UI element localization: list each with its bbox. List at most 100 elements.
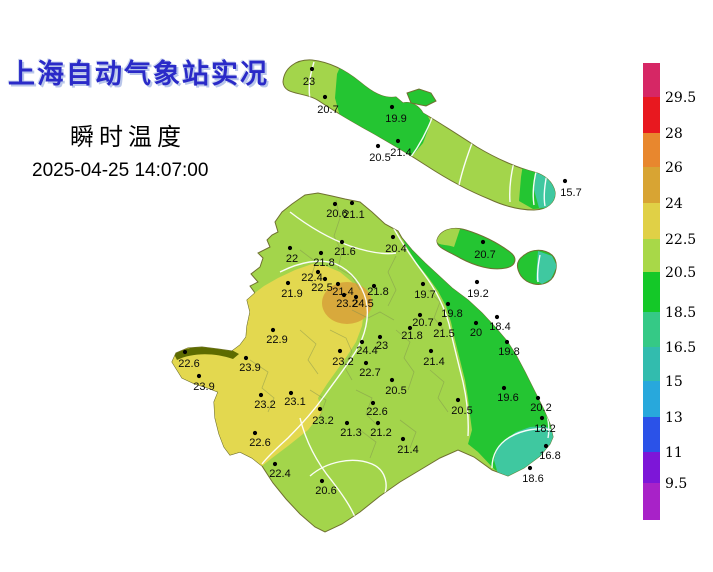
station-temperature-label: 23.1 [284, 396, 305, 408]
station-temperature-label: 22.6 [366, 406, 387, 418]
station-dot [473, 320, 479, 326]
station-temperature-label: 24.5 [352, 298, 373, 310]
station-dot [543, 443, 549, 449]
legend-tick-label: 26 [665, 160, 683, 176]
station-dot [315, 269, 321, 275]
station-temperature-label: 24.4 [356, 345, 377, 357]
station-temperature-label: 21.6 [334, 246, 355, 258]
station-dot [420, 281, 426, 287]
legend-tick-label: 15 [665, 374, 683, 390]
station-temperature-label: 20.7 [474, 249, 495, 261]
station-dot [243, 355, 249, 361]
station-temperature-label: 21.8 [367, 286, 388, 298]
legend-color-segment [643, 312, 660, 347]
station-temperature-label: 23.2 [332, 356, 353, 368]
station-temperature-label: 22.7 [359, 367, 380, 379]
legend-color-segment [643, 483, 660, 520]
station-dot [445, 301, 451, 307]
station-dot [287, 245, 293, 251]
station-temperature-label: 21.8 [401, 330, 422, 342]
legend-tick-label: 24 [665, 196, 683, 212]
legend-tick-label: 29.5 [665, 90, 696, 106]
station-dot [527, 465, 533, 471]
station-temperature-label: 22 [286, 253, 298, 265]
legend-tick-label: 28 [665, 126, 683, 142]
station-dot [480, 239, 486, 245]
station-dot [341, 292, 347, 298]
station-temperature-label: 22.9 [266, 334, 287, 346]
station-temperature-label: 21.1 [343, 209, 364, 221]
islet [406, 88, 437, 107]
station-temperature-label: 22.4 [301, 272, 322, 284]
station-temperature-label: 20.5 [385, 385, 406, 397]
station-temperature-label: 23 [376, 340, 388, 352]
legend-color-segment [643, 417, 660, 452]
temperature-color-scale: 29.5 28 26 24 22.5 20.5 18.5 16.5 15 13 11 9.5 [643, 63, 696, 520]
station-temperature-label: 21.2 [370, 427, 391, 439]
station-temperature-label: 20.7 [412, 317, 433, 329]
station-temperature-label: 21.4 [332, 286, 353, 298]
page-title: 上海自动气象站实况 [8, 59, 269, 89]
station-dot [535, 395, 541, 401]
station-dot [196, 373, 202, 379]
station-dot [353, 294, 359, 300]
station-temperature-label: 19.2 [467, 288, 488, 300]
station-dot [322, 276, 328, 282]
district-boundaries [249, 199, 449, 459]
station-temperature-label: 21.9 [281, 288, 302, 300]
station-dot [332, 201, 338, 207]
station-temperature-label: 22.6 [178, 358, 199, 370]
station-temperature-label: 16.8 [539, 450, 560, 462]
station-dot [455, 397, 461, 403]
legend-color-segment [643, 452, 660, 483]
station-dot [363, 360, 369, 366]
station-temperature-label: 20.6 [326, 208, 347, 220]
station-temperature-label: 18.4 [489, 321, 510, 333]
legend-tick-label: 18.5 [665, 305, 696, 321]
station-dot [539, 415, 545, 421]
station-temperature-label: 23.2 [312, 415, 333, 427]
station-temperature-label: 19.8 [498, 346, 519, 358]
hengsha-island [517, 249, 557, 285]
station-dot [349, 200, 355, 206]
station-temperature-label: 20.7 [317, 104, 338, 116]
legend-color-segment [643, 347, 660, 381]
isotherm-contour-lines [261, 211, 553, 525]
station-temperature-label: 23.2 [336, 298, 357, 310]
station-dot [395, 138, 401, 144]
station-temperature-label: 20.5 [451, 405, 472, 417]
station-temperature-label: 20 [470, 327, 482, 339]
legend-color-segment [643, 381, 660, 417]
station-dot [375, 420, 381, 426]
station-dot [285, 280, 291, 286]
chongming-island [282, 59, 556, 211]
station-temperature-label: 18.2 [534, 423, 555, 435]
legend-tick-label: 16.5 [665, 340, 696, 356]
station-dot [258, 392, 264, 398]
station-dot [417, 312, 423, 318]
band-22-5-24 [172, 264, 364, 466]
legend-color-segment [643, 203, 660, 239]
station-dot [407, 325, 413, 331]
station-temperature-label: 22.6 [249, 437, 270, 449]
legend-color-segment [643, 133, 660, 167]
station-temperature-label: 22.4 [269, 468, 290, 480]
station-temperature-label: 21.3 [340, 427, 361, 439]
station-temperature-label: 18.6 [522, 473, 543, 485]
station-dot [359, 339, 365, 345]
station-dot [318, 250, 324, 256]
station-dot [319, 478, 325, 484]
map-subtitle: 瞬时温度 [70, 123, 186, 151]
station-dot [389, 104, 395, 110]
changxing-island [436, 227, 516, 270]
station-temperature-label: 20.2 [530, 402, 551, 414]
station-dot [504, 339, 510, 345]
legend-tick-label: 9.5 [665, 476, 687, 492]
station-temperature-label: 21.8 [313, 257, 334, 269]
station-dot [389, 377, 395, 383]
station-temperature-label: 23 [303, 76, 315, 88]
station-dot [182, 349, 188, 355]
station-dot [309, 66, 315, 72]
